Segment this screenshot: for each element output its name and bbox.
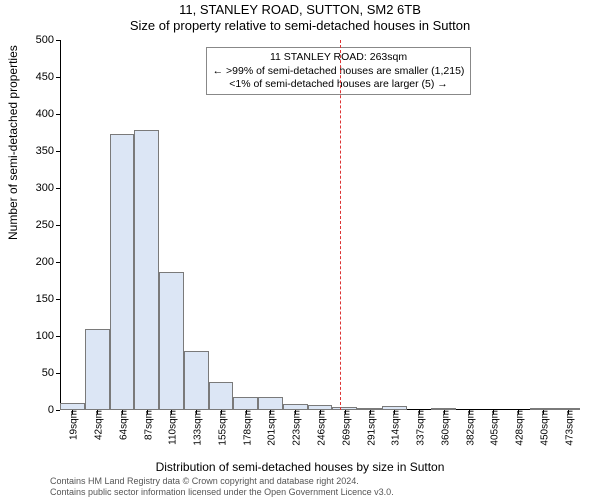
x-tick-label: 246sqm xyxy=(313,410,328,446)
y-tick-mark xyxy=(56,40,60,41)
x-tick-label: 64sqm xyxy=(114,410,129,440)
chart-plot-area: 11 STANLEY ROAD: 263sqm← >99% of semi-de… xyxy=(60,40,580,410)
histogram-bar xyxy=(134,130,159,410)
x-tick-label: 428sqm xyxy=(511,410,526,446)
y-tick-label: 400 xyxy=(14,108,60,120)
y-tick-label: 300 xyxy=(14,182,60,194)
annotation-line: <1% of semi-detached houses are larger (… xyxy=(213,78,465,91)
y-tick-label: 250 xyxy=(14,219,60,231)
y-tick-label: 0 xyxy=(14,404,60,416)
y-tick-mark xyxy=(56,188,60,189)
y-axis-line xyxy=(60,40,61,410)
x-tick-label: 110sqm xyxy=(164,410,179,445)
x-tick-label: 178sqm xyxy=(238,410,253,446)
histogram-bar xyxy=(184,351,209,410)
page-title-line2: Size of property relative to semi-detach… xyxy=(0,18,600,33)
x-tick-label: 473sqm xyxy=(560,410,575,446)
y-tick-label: 450 xyxy=(14,71,60,83)
x-tick-label: 155sqm xyxy=(213,410,228,446)
histogram-bar xyxy=(159,272,184,410)
y-tick-label: 100 xyxy=(14,330,60,342)
x-tick-label: 337sqm xyxy=(412,410,427,446)
histogram-bar xyxy=(209,382,234,410)
y-tick-mark xyxy=(56,114,60,115)
x-tick-label: 291sqm xyxy=(362,410,377,446)
footer-line-2: Contains public sector information licen… xyxy=(50,487,394,498)
histogram-bar xyxy=(258,397,283,410)
y-tick-mark xyxy=(56,151,60,152)
x-tick-label: 19sqm xyxy=(65,410,80,440)
x-tick-label: 360sqm xyxy=(436,410,451,446)
x-tick-label: 133sqm xyxy=(189,410,204,446)
y-tick-label: 350 xyxy=(14,145,60,157)
histogram-bar xyxy=(85,329,110,410)
y-tick-label: 150 xyxy=(14,293,60,305)
annotation-line: 11 STANLEY ROAD: 263sqm xyxy=(213,51,465,64)
footer-line-1: Contains HM Land Registry data © Crown c… xyxy=(50,476,394,487)
x-tick-label: 405sqm xyxy=(486,410,501,446)
y-tick-mark xyxy=(56,299,60,300)
y-tick-mark xyxy=(56,410,60,411)
footer-attribution: Contains HM Land Registry data © Crown c… xyxy=(50,476,394,498)
x-tick-label: 223sqm xyxy=(288,410,303,446)
y-tick-mark xyxy=(56,373,60,374)
y-tick-label: 500 xyxy=(14,34,60,46)
x-tick-label: 269sqm xyxy=(337,410,352,446)
histogram-bar xyxy=(60,403,85,410)
y-tick-mark xyxy=(56,77,60,78)
x-tick-label: 450sqm xyxy=(535,410,550,446)
y-tick-label: 50 xyxy=(14,367,60,379)
y-tick-mark xyxy=(56,336,60,337)
annotation-line: ← >99% of semi-detached houses are small… xyxy=(213,65,465,78)
y-tick-mark xyxy=(56,225,60,226)
y-tick-label: 200 xyxy=(14,256,60,268)
x-tick-label: 87sqm xyxy=(139,410,154,440)
histogram-bar xyxy=(110,134,135,410)
x-axis-label: Distribution of semi-detached houses by … xyxy=(0,460,600,474)
histogram-bar xyxy=(233,397,258,410)
x-tick-label: 314sqm xyxy=(387,410,402,446)
x-tick-label: 201sqm xyxy=(263,410,278,446)
annotation-box: 11 STANLEY ROAD: 263sqm← >99% of semi-de… xyxy=(206,47,472,94)
page-title-line1: 11, STANLEY ROAD, SUTTON, SM2 6TB xyxy=(0,2,600,17)
x-tick-label: 42sqm xyxy=(90,410,105,440)
x-tick-label: 382sqm xyxy=(461,410,476,446)
y-tick-mark xyxy=(56,262,60,263)
